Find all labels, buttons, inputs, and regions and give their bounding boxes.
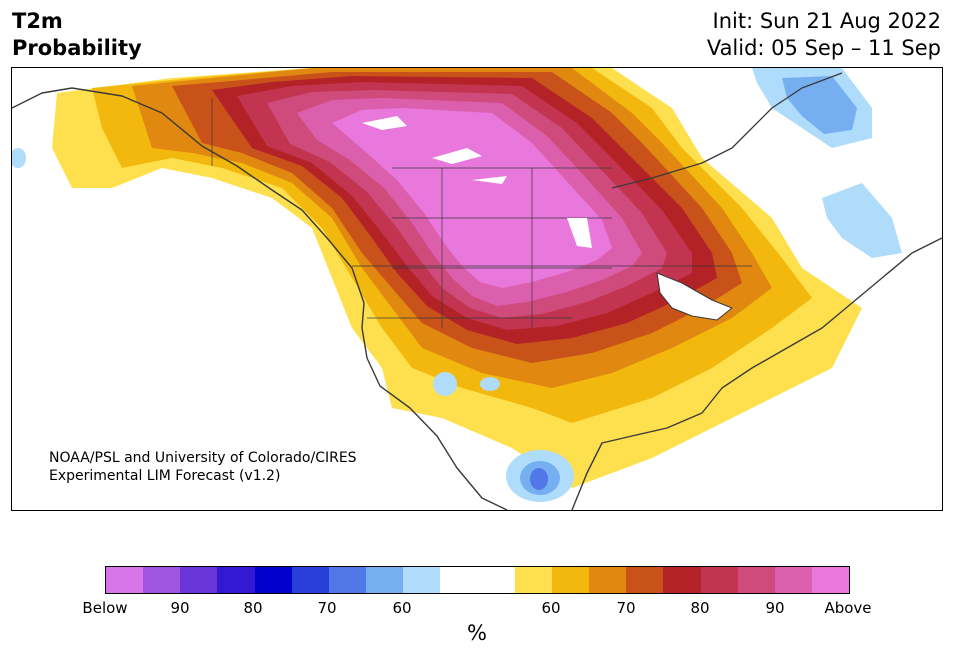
band-below-65-mexico — [530, 468, 548, 490]
colorbar-tick-label: 80 — [690, 599, 710, 617]
colorbar-swatch — [143, 567, 181, 593]
colorbar-swatch — [106, 567, 144, 593]
colorbar-tick-label: 90 — [170, 599, 190, 617]
hudson-coastline — [611, 72, 843, 189]
credit-line-2: Experimental LIM Forecast (v1.2) — [49, 468, 281, 484]
credit-text: NOAA/PSL and University of Colorado/CIRE… — [49, 449, 357, 485]
colorbar-swatch — [403, 567, 441, 593]
map-canvas — [12, 68, 942, 510]
pacific-coastline — [12, 87, 508, 510]
band-below-55-pacific — [12, 148, 26, 168]
forecast-dates: Init: Sun 21 Aug 2022 Valid: 05 Sep – 11… — [707, 8, 941, 62]
init-date: Init: Sun 21 Aug 2022 — [712, 9, 941, 33]
atlantic-coastline — [571, 237, 942, 510]
band-below-60-north — [782, 76, 857, 134]
product-label: Probability — [12, 36, 142, 60]
colorbar-swatch — [291, 567, 329, 593]
band-below-55-southwest — [433, 372, 457, 396]
colorbar-swatch — [514, 567, 552, 593]
colorbar-tick-label: 60 — [392, 599, 412, 617]
colorbar-tick-label: 90 — [765, 599, 785, 617]
colorbar-tick-label: 80 — [243, 599, 263, 617]
map-title: T2m Probability — [12, 8, 142, 62]
colorbar-swatch — [626, 567, 664, 593]
interior-lakes — [362, 116, 592, 248]
colorbar-swatch — [477, 567, 515, 593]
credit-line-1: NOAA/PSL and University of Colorado/CIRE… — [49, 450, 357, 466]
colorbar-swatch — [440, 567, 478, 593]
colorbar-swatch — [217, 567, 255, 593]
variable-label: T2m — [12, 9, 63, 33]
state-province-borders — [211, 98, 752, 328]
colorbar-swatch — [254, 567, 292, 593]
colorbar-tick-label: 70 — [616, 599, 636, 617]
colorbar-tick-label: Below — [82, 599, 128, 617]
valid-period: Valid: 05 Sep – 11 Sep — [706, 36, 941, 60]
band-below-55-texas — [480, 377, 500, 391]
colorbar-swatch — [811, 567, 850, 593]
colorbar-unit: % — [467, 621, 487, 645]
band-above-high — [332, 108, 612, 288]
colorbar-swatch — [589, 567, 627, 593]
colorbar-swatch — [180, 567, 218, 593]
colorbar-swatch — [700, 567, 738, 593]
probability-map — [11, 67, 943, 511]
colorbar — [105, 566, 850, 594]
colorbar-tick-label: 60 — [541, 599, 561, 617]
colorbar-swatch — [663, 567, 701, 593]
band-below-55-atlantic — [822, 183, 902, 258]
colorbar-swatch — [328, 567, 367, 593]
colorbar-swatch — [737, 567, 775, 593]
colorbar-swatch — [366, 567, 404, 593]
colorbar-tick-label: 70 — [317, 599, 337, 617]
great-lakes — [656, 272, 733, 321]
colorbar-swatch — [774, 567, 812, 593]
colorbar-swatch — [551, 567, 590, 593]
colorbar-tick-label: Above — [824, 599, 872, 617]
